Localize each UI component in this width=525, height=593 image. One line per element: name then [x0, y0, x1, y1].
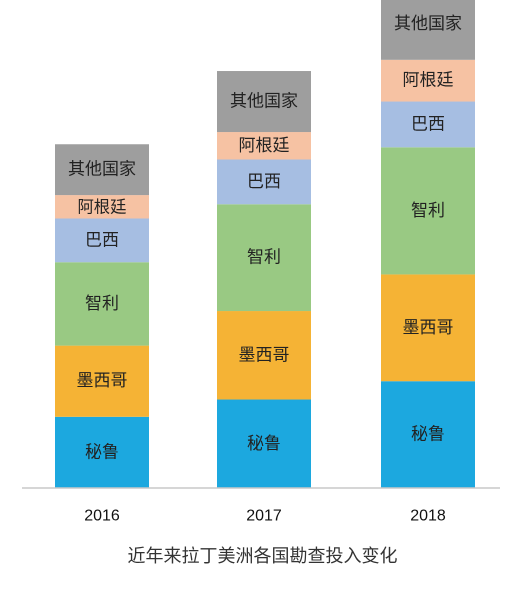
chart-caption: 近年来拉丁美洲各国勘查投入变化: [127, 546, 398, 567]
bar-segment: [217, 399, 311, 488]
segment-label: 阿根廷: [239, 136, 290, 156]
bar-segment: [55, 195, 149, 219]
segment-label: 墨西哥: [239, 345, 290, 365]
bar-segment: [55, 345, 149, 417]
segment-label: 其他国家: [68, 160, 136, 180]
bar-segment: [381, 101, 475, 148]
x-tick-label: 2017: [246, 508, 282, 525]
bar-segment: [55, 262, 149, 346]
x-tick-label: 2016: [84, 508, 120, 525]
bar-segment: [381, 147, 475, 275]
bars-layer: 秘鲁墨西哥智利巴西阿根廷其他国家秘鲁墨西哥智利巴西阿根廷其他国家秘鲁墨西哥智利巴…: [55, 0, 475, 488]
segment-label: 巴西: [85, 230, 119, 250]
segment-label: 阿根廷: [77, 197, 126, 216]
bar-segment: [55, 144, 149, 196]
segment-label: 墨西哥: [77, 371, 128, 391]
x-tick-layer: 2016 2017 2018: [84, 508, 446, 525]
bar-segment: [55, 218, 149, 263]
bar-segment: [217, 71, 311, 133]
bar-segment: [381, 274, 475, 382]
segment-label: 巴西: [247, 172, 281, 192]
bar-segment: [55, 416, 149, 488]
bar-segment: [381, 381, 475, 488]
bar-segment: [217, 204, 311, 312]
bar-segment: [217, 311, 311, 400]
segment-label: 其他国家: [394, 14, 462, 34]
segment-label: 阿根廷: [403, 71, 454, 91]
bar-segment: [381, 59, 475, 102]
segment-label: 秘鲁: [85, 442, 119, 462]
segment-label: 秘鲁: [411, 425, 445, 445]
segment-label: 其他国家: [230, 92, 298, 112]
segment-label: 智利: [85, 294, 119, 314]
segment-label: 秘鲁: [247, 434, 281, 454]
segment-label: 巴西: [411, 114, 445, 134]
segment-label: 智利: [247, 248, 281, 268]
x-tick-label: 2018: [410, 508, 446, 525]
segment-label: 墨西哥: [403, 318, 454, 338]
bar-segment: [217, 132, 311, 160]
bar-segment: [381, 0, 475, 60]
segment-label: 智利: [411, 201, 445, 221]
bar-segment: [217, 159, 311, 205]
